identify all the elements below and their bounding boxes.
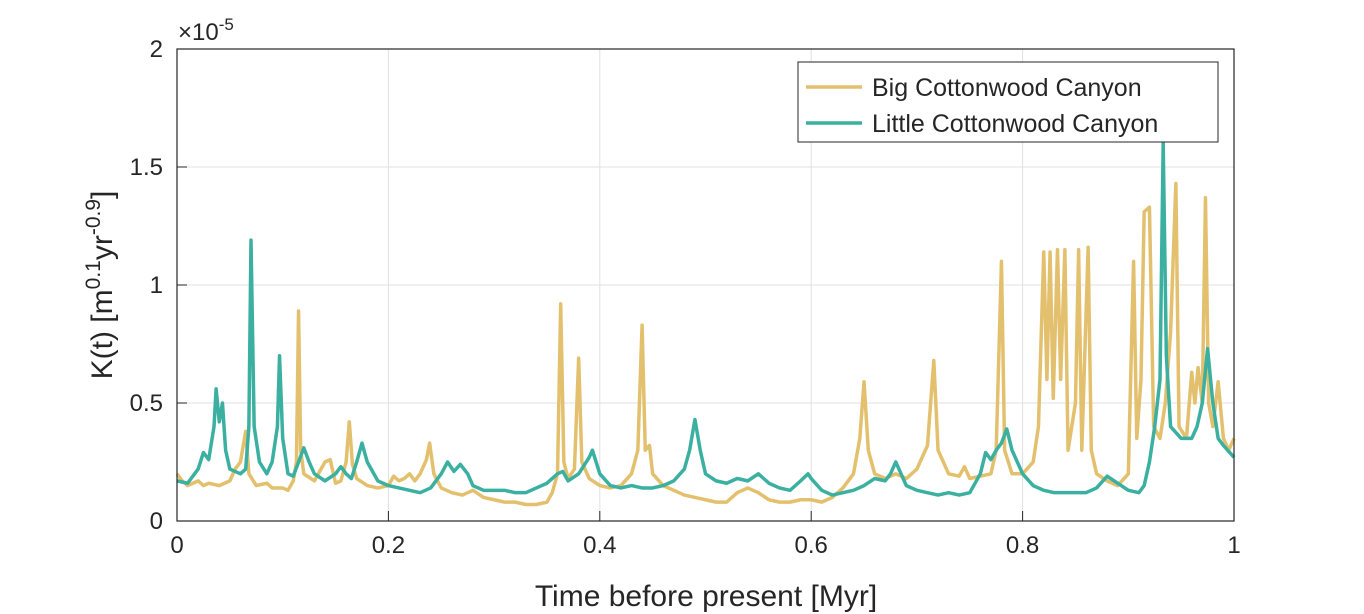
legend-label: Big Cottonwood Canyon: [872, 74, 1142, 102]
legend-label: Little Cottonwood Canyon: [872, 110, 1158, 138]
y-axis-label: K(t) [m0.1yr-0.9]: [82, 191, 119, 380]
x-tick-label: 0.8: [1006, 532, 1039, 559]
y-axis-label-part: -0.9: [82, 199, 105, 235]
y-multiplier-exponent: -5: [219, 15, 234, 34]
x-tick-label: 0.2: [372, 532, 405, 559]
y-multiplier-base: ×10: [178, 19, 219, 46]
x-tick-label: 0.4: [583, 532, 616, 559]
y-tick-label: 2: [150, 36, 163, 63]
x-tick-label: 1: [1227, 532, 1240, 559]
series-line: [176, 141, 1236, 497]
y-tick-label: 0.5: [130, 390, 163, 417]
y-multiplier: ×10-5: [178, 15, 234, 46]
legend-box: [797, 61, 1219, 143]
x-axis-label: Time before present [Myr]: [535, 580, 877, 613]
x-tick-label: 0.6: [795, 532, 828, 559]
axes-box: [176, 48, 1235, 522]
y-tick-label: 1.5: [130, 154, 163, 181]
y-axis-label-part: 0.1: [82, 260, 105, 289]
series-line: [175, 181, 1236, 507]
x-tick-label: 0: [170, 532, 183, 559]
y-axis-label-part: K(t) [m: [86, 289, 119, 379]
y-tick-label: 0: [150, 508, 163, 535]
y-axis-label-part: yr: [86, 235, 119, 260]
y-tick-label: 1: [150, 272, 163, 299]
y-axis-label-part: ]: [86, 191, 119, 199]
